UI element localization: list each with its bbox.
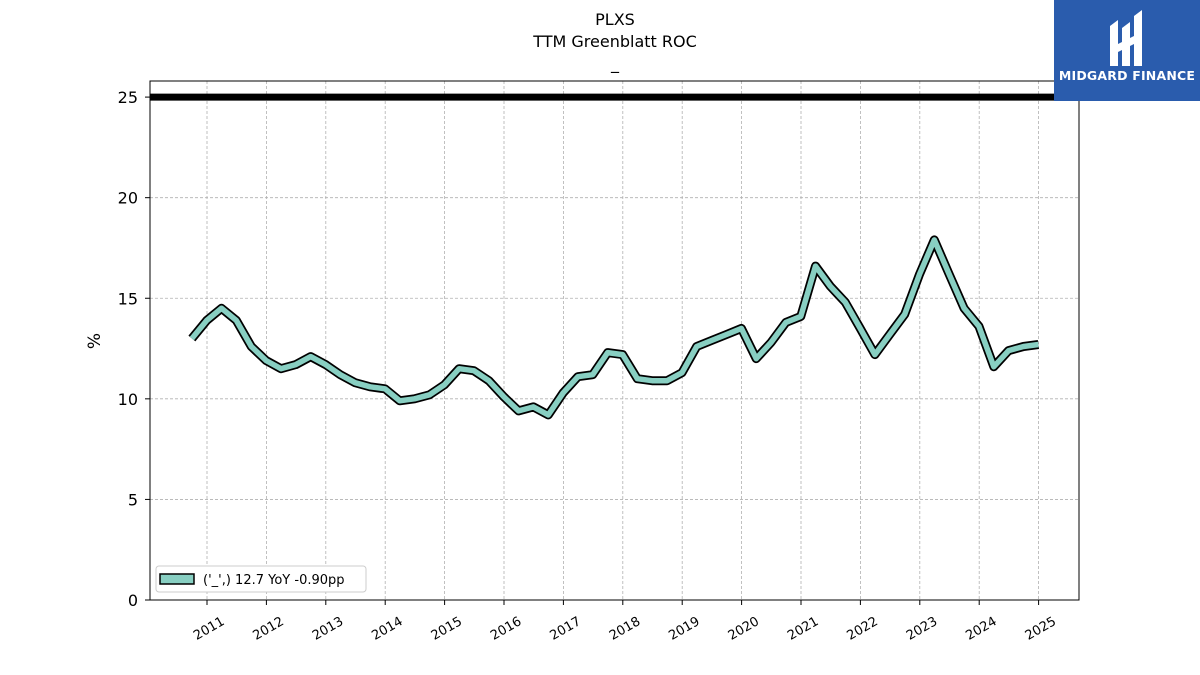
- logo-text: MIDGARD FINANCE: [1058, 68, 1196, 83]
- x-tick-label: 2019: [666, 614, 702, 644]
- plot-area: [150, 81, 1079, 600]
- x-tick-label: 2011: [191, 614, 227, 644]
- chart-title: PLXS: [595, 10, 635, 29]
- x-tick-label: 2025: [1023, 614, 1059, 644]
- x-tick-label: 2013: [310, 614, 346, 644]
- x-tick-label: 2017: [548, 614, 584, 644]
- x-tick-label: 2015: [429, 614, 465, 644]
- y-axis-label: %: [85, 333, 105, 349]
- series-layer: [188, 235, 1039, 420]
- y-tick-label: 20: [118, 189, 138, 208]
- x-tick-label: 2012: [251, 614, 287, 644]
- legend-label: ('_',) 12.7 YoY -0.90pp: [203, 573, 345, 588]
- x-tick-label: 2020: [726, 614, 762, 644]
- plot-frame: [149, 80, 1080, 601]
- x-tick-label: 2018: [607, 614, 643, 644]
- logo-mark-icon: [1110, 10, 1142, 66]
- legend: ('_',) 12.7 YoY -0.90pp: [155, 565, 367, 593]
- x-tick-label: 2014: [369, 614, 405, 644]
- x-tick-label: 2024: [963, 614, 999, 644]
- x-tick-label: 2021: [785, 614, 821, 644]
- y-tick-label: 5: [128, 490, 138, 509]
- chart-subtitle-2: _: [611, 54, 619, 73]
- legend-swatch: [159, 573, 195, 585]
- grid-layer: [150, 81, 1079, 601]
- legend-box: [155, 565, 367, 593]
- y-tick-label: 10: [118, 390, 138, 409]
- x-tick-label: 2022: [845, 614, 881, 644]
- chart-subtitle: TTM Greenblatt ROC: [533, 32, 697, 51]
- series-line: [189, 237, 1039, 418]
- y-tick-label: 0: [128, 591, 138, 610]
- midgard-finance-logo: MIDGARD FINANCE: [1054, 0, 1200, 101]
- x-tick-label: 2016: [488, 614, 524, 644]
- y-tick-label: 25: [118, 88, 138, 107]
- y-tick-label: 15: [118, 289, 138, 308]
- x-tick-label: 2023: [904, 614, 940, 644]
